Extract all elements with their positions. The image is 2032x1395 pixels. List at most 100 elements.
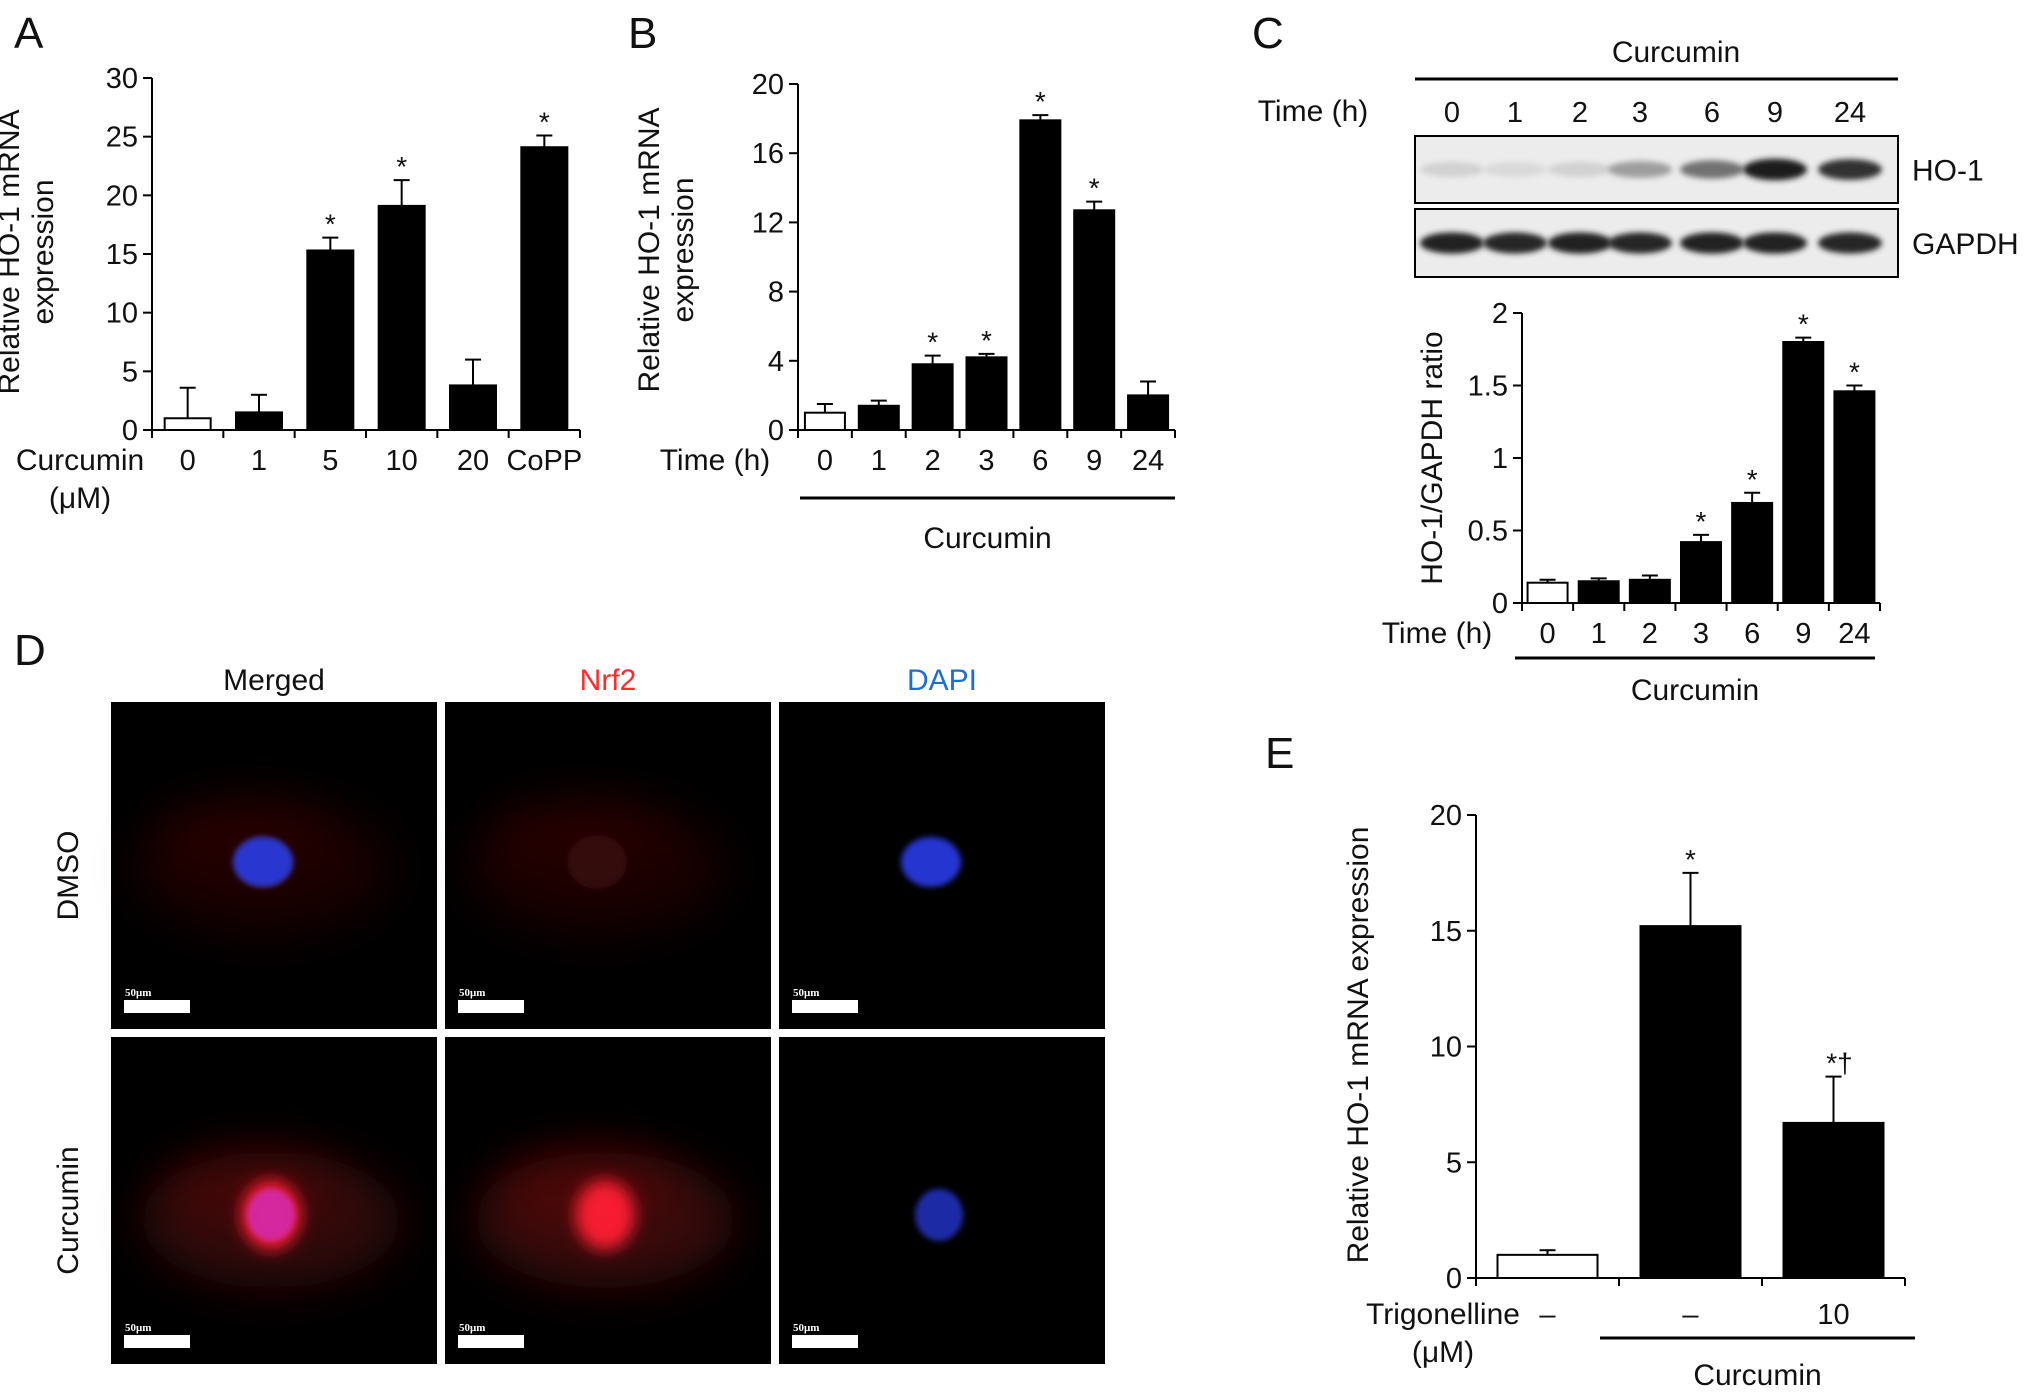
category-label: 1 (1591, 618, 1607, 650)
bar (1680, 541, 1722, 604)
scale-bar-label: 50μm (793, 1322, 819, 1334)
blot-band (1818, 232, 1882, 254)
scale-bar-label: 50μm (459, 987, 485, 999)
significance-marker: * (325, 209, 336, 240)
y-tick-label: 25 (106, 122, 138, 154)
bar (1833, 390, 1876, 604)
microscopy-row-label: Curcumin (52, 1146, 85, 1274)
x-axis-label: Time (h) (660, 444, 771, 477)
significance-marker: * (396, 151, 407, 182)
bar (449, 384, 497, 431)
category-label: 9 (1795, 618, 1811, 650)
y-tick-label: 15 (106, 239, 138, 271)
bar (1577, 580, 1620, 604)
group-label: Curcumin (923, 522, 1051, 555)
category-label: 5 (322, 445, 338, 477)
group-label: Curcumin (1693, 1359, 1821, 1392)
y-tick-label: 20 (106, 180, 138, 212)
y-tick-label: 1.5 (1468, 371, 1508, 403)
dapi-nucleus (915, 1189, 963, 1241)
significance-marker: * (981, 325, 992, 356)
y-tick-label: 8 (768, 277, 784, 309)
y-axis-label: Relative HO-1 mRNA expression (1342, 827, 1375, 1264)
scale-bar (458, 1335, 524, 1348)
bar (1628, 578, 1671, 604)
scale-bar (792, 1335, 858, 1348)
x-axis-label: (μM) (1412, 1336, 1474, 1369)
y-tick-label: 0 (768, 415, 784, 447)
nucleus-outline (567, 835, 627, 889)
microscopy-column-label: Merged (223, 664, 325, 697)
bar (520, 146, 569, 432)
category-label: 2 (1642, 618, 1658, 650)
panel-letter-c: C (1252, 9, 1284, 58)
y-tick-label: 0 (1492, 588, 1508, 620)
microscopy-column-label: DAPI (907, 664, 977, 697)
nuclear-nrf2-signal (575, 1180, 635, 1250)
bar (803, 411, 846, 432)
scale-bar-label: 50μm (459, 1322, 485, 1334)
category-label: 2 (925, 445, 941, 477)
bar (1526, 581, 1569, 605)
bar (1496, 1253, 1599, 1279)
microscopy-grid: Merged Nrf2 DAPI DMSO Curcumin 50μm 50μm 50μm 50… (52, 664, 1105, 1364)
bar (965, 356, 1008, 431)
y-tick-label: 20 (1430, 800, 1462, 832)
category-label: 10 (1817, 1299, 1849, 1331)
category-label: 0 (180, 445, 196, 477)
panel-letter-b: B (628, 9, 657, 58)
bar (1019, 119, 1062, 432)
category-label: – (1682, 1299, 1699, 1331)
bar (1639, 925, 1742, 1279)
category-label: 20 (457, 445, 489, 477)
y-tick-label: 10 (106, 298, 138, 330)
blot-band (1548, 232, 1612, 254)
panel-letter-e: E (1265, 729, 1294, 778)
significance-marker: * (1685, 844, 1696, 875)
y-tick-label: 15 (1430, 916, 1462, 948)
chart-a: 0 5 10 15 20 25 30 0 1 * 5 * 10 20 * CoPP Relative HO-1 … (0, 63, 582, 515)
x-axis-label: Curcumin (16, 444, 144, 477)
significance-marker: * (539, 106, 550, 137)
chart-e: 0 5 10 15 20 – * – *† 10 Relative HO-1 mRNA expres… (1342, 800, 1915, 1392)
group-label: Curcumin (1631, 674, 1759, 707)
y-axis-label: Relative HO-1 mRNA (0, 109, 26, 394)
category-label: 3 (1693, 618, 1709, 650)
y-tick-label: 4 (768, 346, 784, 378)
y-axis-label: Relative HO-1 mRNA (633, 107, 666, 392)
blot-lane-label: 9 (1767, 97, 1783, 129)
chart-c: 0 0.5 1 1.5 2 0 1 2 * 3 * 6 * 9 * 24 HO-1/GAPDH ratio Tim… (1382, 298, 1881, 707)
blot-lane-label: 2 (1572, 97, 1588, 129)
blot-lane-label: 6 (1704, 97, 1720, 129)
significance-marker: * (1747, 464, 1758, 495)
x-axis-label: (μM) (49, 482, 111, 515)
blot-band (1420, 232, 1484, 254)
bar (163, 417, 212, 431)
significance-marker: * (927, 327, 938, 358)
blot-band (1743, 232, 1807, 254)
blot-band (1483, 232, 1547, 254)
category-label: 0 (1540, 618, 1556, 650)
blot-lane-label: 0 (1444, 97, 1460, 129)
blot-time-label: Time (h) (1258, 95, 1369, 128)
scale-bar-label: 50μm (125, 987, 151, 999)
category-label: 24 (1838, 618, 1870, 650)
y-axis-label: expression (27, 179, 60, 324)
category-label: CoPP (506, 445, 582, 477)
y-tick-label: 0 (1446, 1263, 1462, 1295)
blot-band (1680, 160, 1744, 179)
blot-band (1548, 162, 1612, 177)
blot-band-label: HO-1 (1912, 155, 1984, 188)
blot-band (1483, 162, 1547, 177)
category-label: 10 (386, 445, 418, 477)
microscopy-column-label: Nrf2 (580, 664, 637, 697)
y-tick-label: 12 (752, 207, 784, 239)
scale-bar-label: 50μm (793, 987, 819, 999)
blot-band (1608, 161, 1672, 178)
category-label: – (1539, 1299, 1556, 1331)
y-tick-label: 5 (122, 356, 138, 388)
category-label: 6 (1744, 618, 1760, 650)
y-tick-label: 10 (1430, 1032, 1462, 1064)
significance-marker: * (1696, 506, 1707, 537)
